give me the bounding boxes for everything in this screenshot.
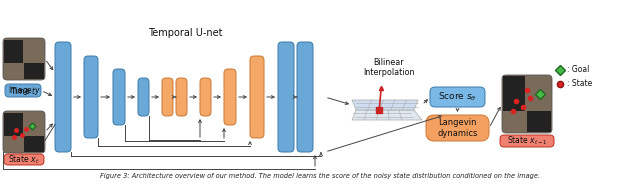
FancyBboxPatch shape — [3, 111, 45, 153]
Text: Image $y$: Image $y$ — [8, 84, 40, 97]
FancyBboxPatch shape — [224, 69, 236, 125]
Bar — [503, 76, 525, 111]
Text: Score $s_\theta$: Score $s_\theta$ — [438, 91, 477, 103]
FancyBboxPatch shape — [500, 135, 554, 147]
FancyBboxPatch shape — [138, 78, 149, 116]
FancyBboxPatch shape — [430, 87, 485, 107]
FancyBboxPatch shape — [426, 115, 489, 141]
Text: : Goal: : Goal — [567, 65, 589, 75]
Bar — [527, 111, 551, 132]
Bar — [4, 40, 23, 63]
Text: Figure 3: Architecture overview of our method. The model learns the score of the: Figure 3: Architecture overview of our m… — [100, 173, 540, 179]
FancyBboxPatch shape — [5, 84, 41, 97]
FancyBboxPatch shape — [250, 56, 264, 138]
FancyBboxPatch shape — [84, 56, 98, 138]
FancyBboxPatch shape — [55, 42, 71, 152]
Bar — [24, 63, 44, 79]
Bar — [4, 113, 23, 136]
FancyBboxPatch shape — [278, 42, 294, 152]
Text: Time $t$: Time $t$ — [10, 85, 36, 96]
Text: Temporal U-net: Temporal U-net — [148, 28, 222, 38]
Text: Bilinear
Interpolation: Bilinear Interpolation — [364, 58, 415, 77]
FancyBboxPatch shape — [200, 78, 211, 116]
Text: : State: : State — [567, 80, 592, 88]
Text: State $x_{t-1}$: State $x_{t-1}$ — [507, 135, 547, 147]
FancyBboxPatch shape — [113, 69, 125, 125]
FancyBboxPatch shape — [176, 78, 187, 116]
FancyBboxPatch shape — [3, 38, 45, 80]
FancyBboxPatch shape — [297, 42, 313, 152]
FancyBboxPatch shape — [162, 78, 173, 116]
Text: Langevin
dynamics: Langevin dynamics — [437, 118, 477, 138]
Polygon shape — [352, 110, 422, 120]
Text: State $x_t$: State $x_t$ — [8, 153, 40, 166]
Bar — [24, 136, 44, 152]
FancyBboxPatch shape — [502, 75, 552, 133]
FancyBboxPatch shape — [4, 154, 44, 165]
Polygon shape — [352, 100, 418, 110]
